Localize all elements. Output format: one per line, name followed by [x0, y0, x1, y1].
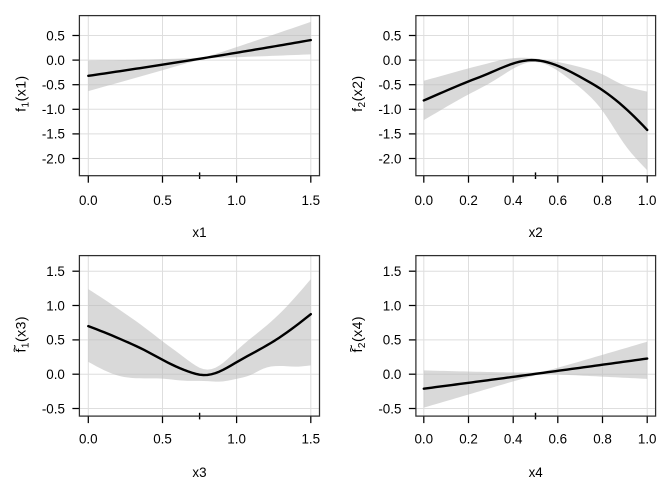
svg-text:0.0: 0.0	[383, 367, 402, 382]
svg-text:-1.5: -1.5	[378, 127, 401, 142]
svg-text:1.5: 1.5	[301, 193, 320, 208]
svg-text:0.5: 0.5	[383, 333, 402, 348]
svg-text:1.5: 1.5	[46, 264, 65, 279]
svg-text:0.0: 0.0	[79, 432, 98, 447]
svg-text:0.5: 0.5	[383, 28, 402, 43]
svg-text:0.2: 0.2	[459, 432, 478, 447]
svg-text:1.0: 1.0	[46, 298, 65, 313]
svg-text:-1.5: -1.5	[42, 127, 65, 142]
svg-text:-0.5: -0.5	[42, 401, 65, 416]
svg-text:0.2: 0.2	[459, 193, 478, 208]
svg-text:0.0: 0.0	[46, 53, 65, 68]
svg-text:-1.0: -1.0	[42, 102, 65, 117]
svg-text:1.0: 1.0	[227, 193, 246, 208]
svg-text:0.8: 0.8	[593, 432, 612, 447]
svg-text:0.5: 0.5	[153, 432, 172, 447]
svg-text:1.0: 1.0	[638, 432, 657, 447]
svg-text:0.5: 0.5	[46, 333, 65, 348]
svg-text:x3: x3	[192, 465, 206, 480]
svg-text:0.0: 0.0	[414, 193, 433, 208]
svg-text:0.4: 0.4	[504, 193, 523, 208]
svg-text:1.5: 1.5	[301, 432, 320, 447]
svg-text:-1.0: -1.0	[378, 102, 401, 117]
svg-text:x4: x4	[529, 465, 544, 480]
svg-text:0.5: 0.5	[153, 193, 172, 208]
svg-text:0.0: 0.0	[383, 53, 402, 68]
svg-text:-0.5: -0.5	[378, 78, 401, 93]
svg-text:1.5: 1.5	[383, 264, 402, 279]
svg-text:-2.0: -2.0	[378, 151, 401, 166]
svg-text:~: ~	[343, 344, 359, 352]
svg-text:1.0: 1.0	[638, 193, 657, 208]
svg-text:0.0: 0.0	[414, 432, 433, 447]
svg-text:0.8: 0.8	[593, 193, 612, 208]
svg-text:0.0: 0.0	[79, 193, 98, 208]
svg-text:1.0: 1.0	[383, 298, 402, 313]
svg-text:0.4: 0.4	[504, 432, 523, 447]
svg-text:0.0: 0.0	[46, 367, 65, 382]
svg-text:0.6: 0.6	[548, 193, 567, 208]
svg-text:1.0: 1.0	[227, 432, 246, 447]
svg-text:-0.5: -0.5	[378, 401, 401, 416]
svg-text:-2.0: -2.0	[42, 151, 65, 166]
svg-text:-0.5: -0.5	[42, 78, 65, 93]
svg-text:0.6: 0.6	[548, 432, 567, 447]
svg-text:x1: x1	[192, 225, 206, 240]
svg-text:~: ~	[7, 344, 23, 352]
svg-text:0.5: 0.5	[46, 28, 65, 43]
svg-text:x2: x2	[529, 225, 543, 240]
